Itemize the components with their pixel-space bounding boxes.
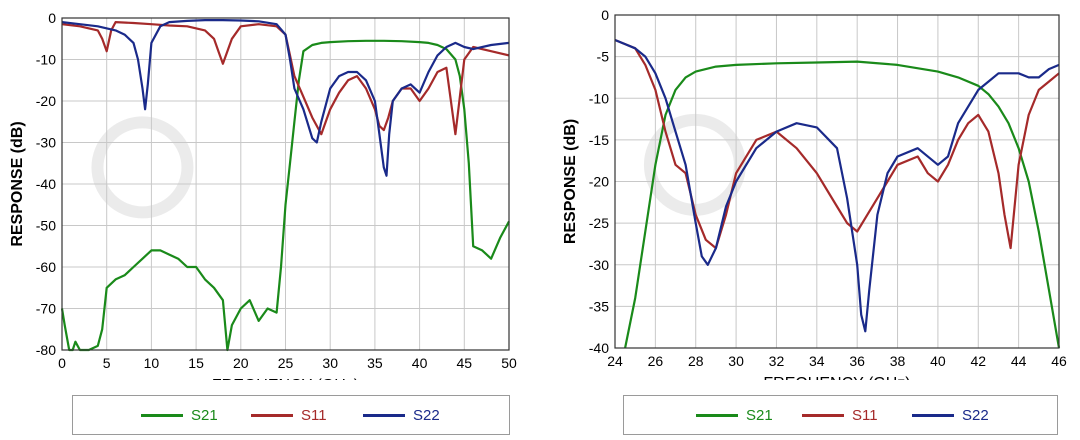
legend-label-s22: S22 (413, 406, 440, 424)
y-tick-label: -25 (589, 215, 609, 231)
y-tick-label: -40 (589, 340, 609, 356)
x-tick-label: 45 (457, 355, 473, 371)
x-tick-label: 5 (103, 355, 111, 371)
x-tick-label: 26 (648, 353, 664, 369)
x-tick-label: 28 (688, 353, 704, 369)
chart-right-svg: 24 26 28 30 32 34 36 38 40 42 44 46 0 -5 -10 -15 -20 -25 -… (562, 7, 1067, 380)
x-tick-label: 32 (769, 353, 785, 369)
x-tick-label: 34 (809, 353, 825, 369)
y-tick-label: 0 (601, 7, 609, 23)
x-tick-label: 36 (849, 353, 865, 369)
y-tick-label: -30 (589, 257, 609, 273)
y-tick-label: -10 (589, 90, 609, 106)
legend-label-s11: S11 (301, 406, 327, 424)
x-tick-label: 46 (1051, 353, 1067, 369)
y-tick-label: -20 (589, 174, 609, 190)
legend-label-s21: S21 (191, 406, 218, 424)
legend-swatch-s22 (363, 413, 405, 417)
x-tick-label: 38 (890, 353, 906, 369)
y-tick-label: -20 (36, 93, 56, 109)
x-axis-label: FREQUENCY (GHz) (763, 375, 910, 380)
x-tick-label: 35 (367, 355, 383, 371)
series-line-s22 (61, 19, 510, 177)
series-line-s11 (61, 21, 510, 136)
x-tick-label: 42 (970, 353, 986, 369)
legend-swatch-s21 (141, 413, 183, 417)
legend-item-s11: S11 (802, 396, 878, 434)
legend-swatch-s21 (696, 413, 738, 417)
y-tick-label: -35 (589, 298, 609, 314)
legend-item-s21: S21 (696, 396, 773, 434)
x-tick-label: 40 (930, 353, 946, 369)
y-tick-label: -50 (36, 218, 56, 234)
x-tick-label: 15 (188, 355, 204, 371)
y-tick-label: -15 (589, 132, 609, 148)
legend-label-s22: S22 (962, 406, 989, 424)
legend-item-s22: S22 (912, 396, 989, 434)
x-tick-label: 20 (233, 355, 249, 371)
series-line-s21 (624, 60, 1061, 349)
y-tick-label: -30 (36, 135, 56, 151)
legend-swatch-s11 (251, 413, 293, 417)
x-tick-label: 44 (1011, 353, 1027, 369)
chart-left: 0 5 10 15 20 25 30 35 40 45 50 0 -10 -20 -30 -40 -50 -60 -… (9, 10, 517, 435)
legend-item-s22: S22 (363, 396, 440, 434)
watermark-logo (91, 116, 194, 219)
x-tick-label: 50 (501, 355, 517, 371)
series-line-s22 (614, 38, 1060, 333)
plot-frame (614, 14, 1060, 349)
series-line-s11 (614, 38, 1060, 250)
legend-swatch-s22 (912, 413, 954, 417)
y-axis-label: RESPONSE (dB) (9, 121, 26, 246)
x-axis-label: FREQUENCY (GHz) (212, 377, 359, 380)
legend-label-s11: S11 (852, 406, 878, 424)
y-tick-label: 0 (48, 10, 56, 26)
chart-right: 24 26 28 30 32 34 36 38 40 42 44 46 0 -5 -10 -15 -20 -25 -… (545, 0, 1080, 440)
x-tick-label: 0 (58, 355, 66, 371)
y-tick-label: -80 (36, 342, 56, 358)
y-tick-label: -5 (597, 49, 610, 65)
y-axis-label: RESPONSE (dB) (562, 119, 579, 244)
x-tick-label: 10 (144, 355, 160, 371)
chart-left-svg: 0 5 10 15 20 25 30 35 40 45 50 0 -10 -20 -30 -40 -50 -60 -… (9, 10, 517, 380)
chart-right-legend: S21 S11 S22 (623, 395, 1058, 435)
x-tick-label: 40 (412, 355, 428, 371)
chart-left-legend: S21 S11 S22 (72, 395, 510, 435)
x-tick-label: 30 (728, 353, 744, 369)
x-tick-label: 30 (322, 355, 338, 371)
x-tick-label: 25 (278, 355, 294, 371)
plot-frame (61, 17, 510, 351)
y-tick-label: -70 (36, 301, 56, 317)
x-tick-label: 24 (607, 353, 623, 369)
y-tick-label: -10 (36, 52, 56, 68)
legend-item-s11: S11 (251, 396, 327, 434)
legend-swatch-s11 (802, 413, 844, 417)
legend-item-s21: S21 (141, 396, 218, 434)
y-tick-label: -60 (36, 259, 56, 275)
legend-label-s21: S21 (746, 406, 773, 424)
y-tick-label: -40 (36, 176, 56, 192)
